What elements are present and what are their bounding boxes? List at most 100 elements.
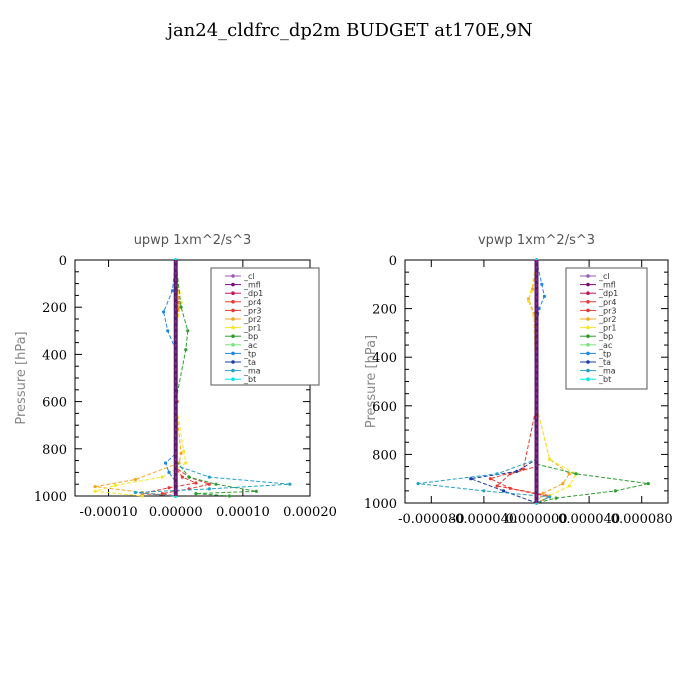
x-tick-label: 0.000080 [611, 512, 673, 527]
data-point-bp [613, 489, 618, 493]
legend-label: _pr3 [598, 306, 616, 315]
data-point-tp [166, 329, 170, 333]
data-point-bp [194, 492, 198, 496]
y-tick-label: 1000 [34, 490, 67, 505]
y-tick-label: 600 [372, 400, 397, 415]
legend-label: _mfl [598, 281, 616, 290]
x-tick-label: -0.000040 [451, 512, 517, 527]
y-tick-label: 400 [372, 351, 397, 366]
data-point-ta [469, 477, 473, 481]
series-line-pr1 [94, 259, 187, 497]
legend-label: _dp1 [598, 289, 618, 298]
y-tick-label: 200 [372, 303, 397, 318]
data-point-pr1 [548, 457, 552, 461]
data-point-ma [482, 489, 486, 493]
y-tick-label: 800 [42, 443, 67, 458]
legend-label: _ta [598, 358, 611, 367]
legend-marker [231, 334, 235, 339]
y-tick-label: 0 [389, 254, 397, 269]
data-point-pr1 [93, 489, 97, 493]
data-point-bp [186, 329, 190, 333]
data-point-bp [254, 489, 258, 493]
data-point-pr2 [541, 491, 545, 495]
y-tick-label: 600 [42, 396, 67, 411]
data-point-pr3 [180, 475, 184, 479]
legend-marker [231, 325, 235, 330]
legend-label: _cl [243, 272, 255, 281]
data-point-pr3 [508, 486, 512, 490]
x-tick-label: 0.00010 [216, 505, 270, 520]
x-tick-label: 0.00020 [283, 505, 337, 520]
data-point-ma [207, 475, 211, 479]
series-line-ta [468, 260, 537, 504]
x-tick-label: 0.00000 [149, 505, 203, 520]
data-point-bp [179, 305, 183, 309]
data-point-tp [542, 294, 547, 298]
data-point-pr1 [527, 299, 531, 303]
series-line-pr3 [489, 260, 552, 504]
legend-label: _pr2 [243, 315, 261, 324]
x-tick-label: -0.000080 [398, 512, 464, 527]
data-point-tp [540, 282, 544, 286]
legend-label: _pr4 [243, 298, 261, 307]
data-point-ma [495, 472, 499, 476]
x-tick-label: -0.00010 [79, 505, 137, 520]
data-point-bp [187, 475, 191, 479]
data-point-bp [227, 494, 231, 498]
data-point-bp [574, 472, 578, 476]
data-point-tp [164, 461, 168, 465]
legend-marker [231, 368, 235, 373]
data-point-ta [502, 489, 506, 493]
legend-marker [231, 282, 235, 287]
y-tick-label: 400 [42, 348, 67, 363]
legend-label: _mfl [243, 281, 261, 290]
legend-label: _ma [598, 367, 616, 376]
x-tick-label: 0.000040 [558, 512, 620, 527]
data-point-tp [162, 310, 166, 314]
series-line-pr4 [162, 260, 212, 497]
legend-marker [231, 300, 235, 304]
legend-marker [586, 360, 590, 364]
data-point-ma [288, 482, 292, 486]
data-point-pr4 [207, 482, 211, 486]
legend-label: _bp [243, 332, 258, 341]
x-tick-label: 0.000000 [505, 512, 567, 527]
legend-label: _ma [243, 367, 261, 376]
legend-marker [586, 317, 590, 321]
data-point-pr1 [529, 290, 533, 294]
legend-label: _pr4 [598, 298, 616, 307]
legend-marker [586, 377, 590, 382]
data-point-pr1 [184, 461, 188, 465]
legend-label: _ac [598, 341, 612, 350]
data-point-ma [133, 490, 137, 495]
data-point-pr4 [495, 484, 499, 488]
data-point-pr2 [567, 472, 572, 476]
data-point-pr1 [113, 483, 117, 487]
data-point-pr1 [160, 475, 164, 479]
data-point-pr3 [167, 486, 171, 490]
data-point-pr1 [140, 494, 144, 498]
legend-marker [586, 325, 590, 330]
data-point-pr2 [179, 451, 183, 456]
figure-title: jan24_cldfrc_dp2m BUDGET at170E,9N [167, 20, 533, 41]
legend-label: _bp [598, 332, 613, 341]
legend-marker [586, 343, 590, 347]
data-point-pr4 [160, 492, 164, 496]
series-line-pr4 [496, 260, 552, 504]
series-line-pr1 [528, 259, 577, 504]
data-point-bp [554, 496, 558, 500]
legend-marker [586, 274, 590, 278]
data-point-bp [184, 348, 188, 352]
panel-title: upwp 1xm^2/s^3 [134, 233, 252, 248]
legend-label: _cl [598, 272, 610, 281]
legend-marker [586, 308, 590, 313]
panel-title: vpwp 1xm^2/s^3 [478, 233, 595, 248]
legend-marker [231, 360, 235, 364]
legend-label: _ta [243, 358, 256, 367]
legend-marker [586, 300, 590, 304]
legend-label: _dp1 [243, 289, 263, 298]
data-point-bp [646, 482, 650, 486]
data-point-bp [214, 482, 218, 486]
legend-marker [231, 317, 235, 321]
